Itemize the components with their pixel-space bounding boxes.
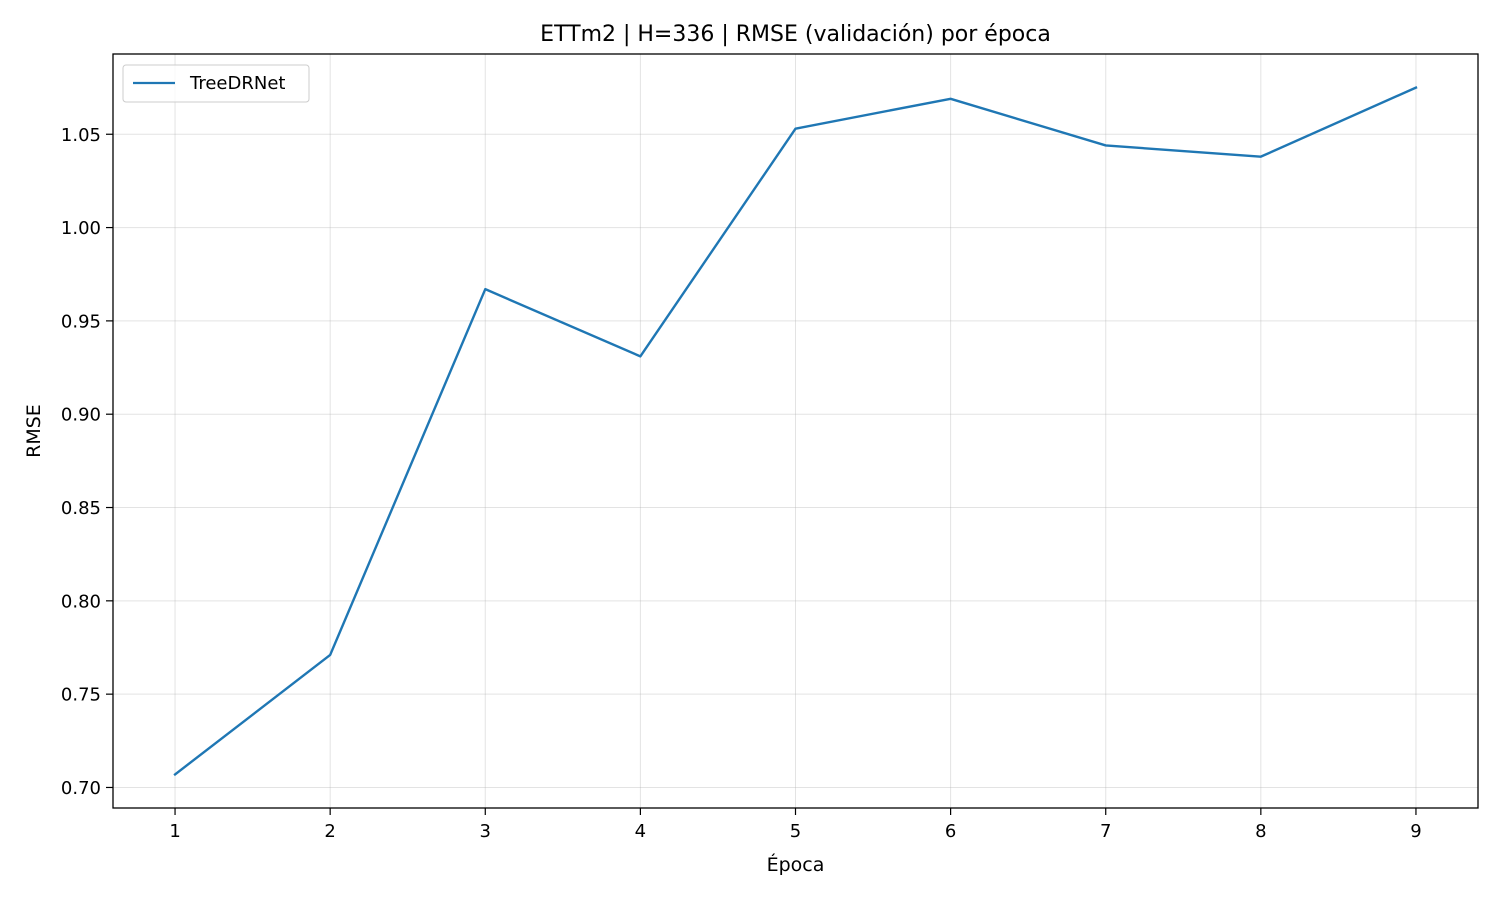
x-tick-label: 7	[1100, 821, 1111, 842]
x-tick-label: 1	[169, 821, 180, 842]
y-tick-label: 0.90	[61, 405, 101, 426]
x-tick-label: 6	[945, 821, 956, 842]
x-tick-label: 8	[1255, 821, 1266, 842]
series-layer	[173, 86, 1418, 777]
x-tick-label: 4	[635, 821, 646, 842]
y-tick-label: 0.85	[61, 498, 101, 519]
x-tick-label: 9	[1410, 821, 1421, 842]
x-axis-label: Época	[767, 853, 825, 876]
grid-layer	[113, 54, 1478, 808]
y-tick-label: 1.00	[61, 218, 101, 239]
y-tick-label: 0.70	[61, 778, 101, 799]
y-tick-label: 0.95	[61, 311, 101, 332]
x-tick-label: 2	[324, 821, 335, 842]
legend-label: TreeDRNet	[189, 73, 285, 94]
tick-layer: 1 2 3 4 5 6 7 8 9 0.70 0.75 0.80 0.85 0.90 0.95 1.00 1.0…	[61, 125, 1422, 842]
legend-box	[122, 64, 310, 103]
x-tick-label: 5	[790, 821, 801, 842]
y-axis-label: RMSE	[23, 404, 45, 458]
x-tick-label: 3	[480, 821, 491, 842]
series-line-0	[173, 86, 1418, 777]
y-tick-label: 0.80	[61, 591, 101, 612]
legend: TreeDRNet	[122, 64, 310, 103]
y-tick-label: 0.75	[61, 685, 101, 706]
chart-title: ETTm2 | H=336 | RMSE (validación) por ép…	[540, 22, 1051, 47]
y-tick-label: 1.05	[61, 125, 101, 146]
